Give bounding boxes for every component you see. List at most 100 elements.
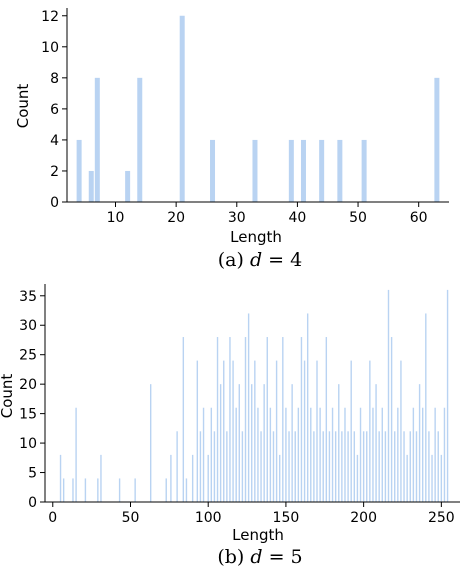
bar-b-66	[353, 431, 356, 502]
bar-b-89	[425, 313, 427, 502]
bar-b-88	[421, 407, 424, 502]
bar-b-19	[207, 454, 209, 502]
bar-b-26	[229, 337, 231, 502]
bar-b-55	[319, 407, 321, 502]
y-axis-label-a: Count	[14, 84, 32, 129]
y-ticks-a: 0 2 4 6 8 10 12	[41, 9, 67, 211]
y-tick-label-b-10: 10	[19, 436, 37, 452]
bar-b-5	[97, 478, 99, 502]
bar-b-69	[362, 431, 365, 502]
bar-a-11	[337, 139, 343, 202]
x-ticks-a: 10 20 30 40 50 60	[107, 202, 428, 226]
bar-b-85	[412, 407, 415, 502]
bar-b-11	[170, 454, 172, 502]
bar-b-44	[285, 407, 287, 502]
y-tick-label-b-30: 30	[19, 318, 37, 334]
bar-b-21	[213, 431, 216, 502]
bar-b-29	[238, 384, 240, 502]
x-tick-label-a-60: 60	[410, 210, 428, 226]
panel-b: 0 5 10 15 20 25 30 35 0 50 100 150 200 250 Count Len…	[0, 284, 460, 568]
caption-a-prefix: (a)	[218, 249, 250, 271]
bar-b-45	[288, 431, 290, 502]
bar-a-6	[210, 139, 216, 202]
bar-b-27	[232, 360, 234, 502]
bar-b-47	[294, 431, 296, 502]
bar-b-32	[247, 313, 250, 502]
bar-b-46	[291, 384, 293, 502]
bar-b-76	[384, 431, 387, 502]
bar-b-4	[84, 478, 87, 502]
y-tick-label-b-15: 15	[19, 407, 37, 423]
bar-b-42	[279, 454, 281, 502]
bar-b-80	[397, 407, 399, 502]
bar-b-1	[62, 478, 65, 502]
x-axis-label-b: Length	[232, 526, 284, 544]
bar-b-35	[257, 407, 259, 502]
x-tick-label-b-200: 200	[350, 510, 377, 526]
bar-b-62	[341, 431, 343, 502]
bar-b-18	[202, 407, 205, 502]
bar-a-4	[137, 77, 143, 202]
bar-b-73	[375, 384, 377, 502]
x-tick-label-a-10: 10	[107, 210, 125, 226]
bar-b-38	[266, 337, 268, 502]
bar-b-52	[310, 407, 312, 502]
caption-a-var: d	[250, 249, 262, 271]
panel-a: 0 2 4 6 8 10 12 10 20 30 40 50 60 Count Length (a) …	[14, 8, 449, 271]
bar-b-25	[226, 431, 228, 502]
bar-b-51	[306, 313, 309, 502]
bar-b-61	[338, 384, 340, 502]
bar-a-2	[94, 77, 100, 202]
x-tick-label-b-150: 150	[273, 510, 300, 526]
y-tick-label-a-8: 8	[50, 71, 59, 87]
x-tick-label-a-40: 40	[288, 210, 306, 226]
x-tick-label-b-100: 100	[195, 510, 222, 526]
bar-b-14	[185, 478, 188, 502]
bar-b-70	[366, 431, 368, 502]
y-tick-label-b-25: 25	[19, 348, 37, 364]
y-tick-label-b-0: 0	[28, 495, 37, 511]
bar-b-93	[437, 431, 439, 502]
bar-b-6	[100, 454, 102, 502]
bar-b-79	[394, 431, 396, 502]
bar-b-8	[134, 478, 136, 502]
bar-b-59	[331, 407, 334, 502]
bar-b-7	[118, 478, 121, 502]
caption-b-prefix: (b)	[217, 546, 250, 568]
y-tick-label-b-35: 35	[19, 289, 37, 305]
bar-b-72	[372, 407, 374, 502]
bar-b-68	[359, 407, 362, 502]
y-tick-label-b-5: 5	[28, 466, 37, 482]
x-axis-label-a: Length	[230, 228, 282, 246]
bar-b-67	[356, 454, 359, 502]
bar-b-33	[251, 384, 253, 502]
bar-b-65	[350, 360, 352, 502]
x-ticks-b: 0 50 100 150 200 250	[48, 502, 455, 526]
bar-b-82	[403, 431, 405, 502]
bar-b-91	[431, 454, 433, 502]
bar-b-56	[322, 431, 324, 502]
bar-b-9	[149, 384, 152, 502]
bar-b-48	[297, 407, 300, 502]
bar-b-54	[316, 360, 318, 502]
bar-b-94	[440, 454, 443, 502]
bar-a-5	[179, 15, 185, 203]
bar-b-57	[325, 337, 328, 502]
x-tick-label-b-250: 250	[428, 510, 455, 526]
bar-b-41	[275, 360, 278, 502]
bar-b-81	[400, 360, 402, 502]
bar-b-71	[369, 360, 371, 502]
bar-a-8	[288, 139, 294, 202]
caption-b-rest: = 5	[263, 546, 303, 568]
bar-b-30	[241, 431, 244, 502]
bar-b-37	[263, 384, 265, 502]
bar-b-39	[269, 407, 272, 502]
bar-a-1	[88, 170, 94, 202]
caption-b-var: d	[250, 546, 262, 568]
bar-b-95	[443, 407, 446, 502]
bar-b-15	[191, 454, 194, 502]
bar-b-40	[272, 431, 275, 502]
bar-b-31	[244, 337, 247, 502]
bars-a	[76, 15, 440, 203]
bar-b-23	[219, 384, 222, 502]
